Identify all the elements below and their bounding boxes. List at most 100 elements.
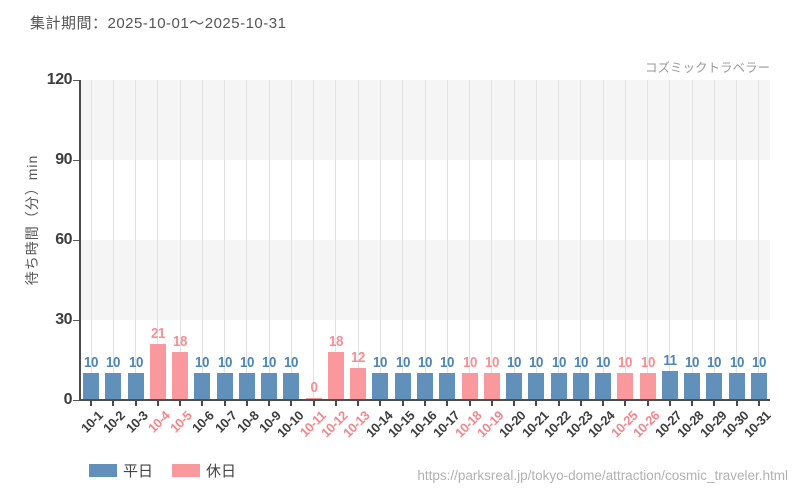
vertical-gridline: [758, 80, 760, 400]
bar-10-12: [327, 352, 344, 400]
legend: 平日 休日: [89, 460, 236, 481]
bar-value-label: 10: [84, 355, 99, 372]
vertical-gridline: [535, 80, 537, 400]
x-tick-mark: [90, 401, 93, 406]
x-tick-mark: [535, 401, 538, 406]
x-tick-mark: [624, 401, 627, 406]
bar-value-label: 10: [217, 355, 232, 372]
vertical-gridline: [313, 80, 315, 400]
bar-value-label: 10: [106, 355, 121, 372]
x-tick-mark: [668, 401, 671, 406]
x-tick-mark: [691, 401, 694, 406]
x-tick-mark: [201, 401, 204, 406]
plot-area: 10 10 10 21 18 10 10 10 10 10 0 18 12 10 10 10 10 10 10 10 1…: [80, 80, 770, 400]
bar-value-label: 10: [618, 355, 633, 372]
bar-value-label: 10: [195, 355, 210, 372]
holiday-color-swatch: [172, 464, 201, 477]
bar-value-label: 10: [462, 355, 477, 372]
vertical-gridline: [647, 80, 649, 400]
vertical-gridline: [357, 80, 359, 400]
bar-10-27: [661, 370, 678, 400]
bar-10-17: [439, 373, 456, 400]
x-tick-mark: [334, 401, 337, 406]
x-tick-mark: [268, 401, 271, 406]
bar-value-label: 10: [262, 355, 277, 372]
vertical-gridline: [335, 80, 337, 400]
vertical-gridline: [736, 80, 738, 400]
bar-10-26: [639, 373, 656, 400]
bar-value-label: 18: [328, 334, 343, 350]
bar-value-label: 10: [128, 355, 143, 372]
bar-value-label: 10: [707, 355, 722, 372]
bar-10-21: [528, 373, 545, 400]
vertical-gridline: [713, 80, 715, 400]
vertical-gridline: [135, 80, 137, 400]
x-axis-label-10-2: 10-2: [100, 408, 128, 436]
bar-10-31: [750, 373, 767, 400]
bar-value-label: 10: [640, 355, 655, 372]
x-axis-label-10-6: 10-6: [189, 408, 218, 436]
x-tick-mark: [179, 401, 182, 406]
x-tick-mark: [557, 401, 560, 406]
y-tick-mark: [73, 159, 79, 161]
y-tick-mark: [73, 79, 79, 81]
x-tick-mark: [490, 401, 493, 406]
bar-value-label: 10: [239, 355, 254, 372]
bar-10-2: [105, 373, 122, 400]
bar-value-label: 21: [150, 326, 165, 342]
bar-10-16: [417, 373, 433, 400]
weekday-color-swatch: [89, 464, 117, 477]
bar-value-label: 12: [351, 350, 366, 366]
x-tick-mark: [290, 401, 293, 406]
vertical-gridline: [268, 80, 270, 400]
y-tick-mark: [73, 319, 79, 321]
x-axis-label-10-7: 10-7: [211, 408, 240, 436]
bar-value-label: 18: [173, 334, 188, 350]
x-axis-labels: 10-1 10-2 10-3 10-4 10-5 10-6 10-7 10-8 10-9 10-1…: [78, 404, 773, 464]
x-tick-mark: [602, 401, 605, 406]
bar-10-19: [483, 373, 500, 400]
vertical-gridline: [669, 80, 671, 400]
x-tick-mark: [112, 401, 115, 406]
bar-value-label: 10: [284, 355, 299, 372]
y-axis-label-60: 60: [55, 231, 72, 248]
x-tick-mark: [134, 401, 137, 406]
bar-value-label: 11: [663, 352, 677, 369]
bar-10-4: [149, 344, 166, 400]
x-tick-mark: [379, 401, 382, 406]
vertical-gridline: [224, 80, 226, 400]
vertical-gridline: [446, 80, 448, 400]
vertical-gridline: [602, 80, 604, 400]
vertical-gridline: [246, 80, 248, 400]
bar-10-29: [706, 373, 723, 400]
x-tick-mark: [424, 401, 426, 406]
bar-10-10: [283, 373, 300, 400]
x-tick-mark: [156, 401, 159, 406]
bar-10-30: [728, 373, 745, 400]
vertical-gridline: [157, 80, 159, 400]
bar-value-label: 10: [507, 355, 521, 372]
vertical-gridline: [580, 80, 582, 400]
bar-10-13: [350, 368, 367, 400]
vertical-gridline: [491, 80, 493, 400]
legend-item-holiday: 休日: [172, 460, 236, 481]
y-axis-label-0: 0: [63, 391, 73, 408]
bar-10-6: [194, 373, 211, 400]
vertical-gridline: [691, 80, 693, 400]
y-axis-label-90: 90: [55, 151, 72, 168]
x-tick-mark: [312, 401, 315, 406]
bar-10-1: [83, 373, 100, 400]
bar-10-5: [172, 352, 189, 400]
vertical-gridline: [469, 80, 471, 400]
x-axis-label-10-3: 10-3: [122, 408, 151, 436]
x-tick-mark: [757, 401, 760, 406]
vertical-gridline: [379, 80, 381, 400]
weekday-legend-label: 平日: [123, 463, 154, 480]
x-tick-mark: [713, 401, 716, 406]
bar-10-22: [550, 373, 567, 400]
bar-10-7: [216, 373, 233, 400]
vertical-gridline: [402, 80, 404, 400]
x-tick-mark: [245, 401, 248, 406]
bar-value-label: 10: [551, 355, 566, 372]
y-tick-mark: [73, 239, 79, 241]
